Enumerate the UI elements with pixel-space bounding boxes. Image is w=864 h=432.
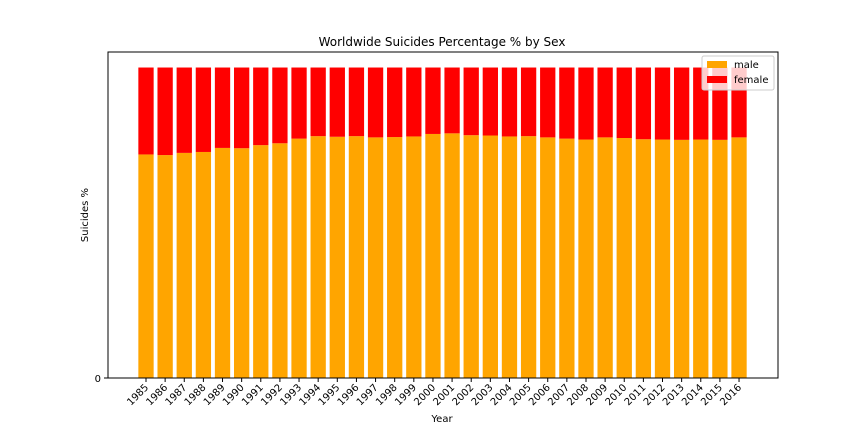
bar-male-2013 — [673, 139, 690, 378]
bar-female-1989 — [214, 67, 231, 148]
bar-male-1990 — [234, 148, 250, 378]
bar-female-2000 — [425, 67, 441, 134]
bar-male-1996 — [348, 136, 365, 378]
bar-female-1990 — [234, 67, 250, 149]
bar-male-2002 — [463, 135, 479, 378]
legend-label-female: female — [734, 75, 768, 86]
bar-female-1985 — [138, 67, 154, 155]
bar-female-2007 — [559, 67, 575, 139]
bar-male-1988 — [195, 151, 212, 378]
bar-male-2001 — [444, 133, 460, 378]
bar-male-2004 — [501, 136, 518, 378]
bar-male-2014 — [693, 139, 709, 378]
x-axis-label: Year — [430, 414, 453, 425]
bar-male-2011 — [635, 139, 652, 378]
bar-male-2010 — [616, 138, 632, 378]
bar-female-2011 — [635, 67, 652, 140]
plot-frame — [107, 51, 779, 379]
chart-title: Worldwide Suicides Percentage % by Sex — [319, 35, 566, 49]
bar-female-2008 — [578, 67, 594, 140]
bar-male-1989 — [214, 147, 231, 378]
y-axis-label: Suicides % — [80, 188, 91, 242]
bar-male-1991 — [253, 145, 269, 378]
bar-female-1993 — [291, 67, 307, 139]
bar-male-1987 — [176, 152, 192, 378]
bar-male-1998 — [387, 137, 403, 378]
bar-female-2006 — [540, 67, 556, 138]
bar-female-2009 — [597, 67, 613, 138]
legend-swatch-female — [707, 76, 727, 83]
bar-female-1997 — [367, 67, 384, 138]
bar-male-2012 — [654, 139, 671, 378]
bar-female-2012 — [654, 67, 671, 140]
bar-female-1986 — [157, 67, 173, 156]
bar-female-2010 — [616, 67, 632, 138]
x-ticks: 1985198619871988198919901991199219931994… — [125, 378, 744, 408]
legend-label-male: male — [734, 60, 759, 71]
bar-male-2000 — [425, 133, 441, 378]
bar-male-2003 — [482, 135, 498, 378]
bar-male-1995 — [329, 136, 345, 378]
bar-male-2015 — [712, 139, 728, 378]
bars-group — [138, 67, 747, 378]
bar-female-1996 — [348, 67, 365, 137]
bar-male-1985 — [138, 154, 154, 378]
bar-female-1992 — [272, 67, 288, 144]
legend-swatch-male — [707, 61, 727, 68]
bar-male-1993 — [291, 138, 307, 378]
y-tick-label-0: 0 — [95, 374, 101, 385]
bar-male-2008 — [578, 139, 594, 378]
bar-female-2004 — [501, 67, 518, 137]
bar-female-2013 — [673, 67, 690, 140]
bar-female-1991 — [253, 67, 269, 146]
bar-male-2005 — [520, 136, 537, 378]
bar-male-1997 — [367, 137, 384, 378]
bar-female-2005 — [520, 67, 537, 137]
bar-female-2002 — [463, 67, 479, 136]
bar-female-1998 — [387, 67, 403, 138]
bar-female-2003 — [482, 67, 498, 136]
bar-female-1987 — [176, 67, 192, 153]
bar-male-2016 — [731, 137, 747, 378]
bar-female-1994 — [310, 67, 326, 137]
legend: male female — [701, 55, 775, 91]
bar-male-2007 — [559, 138, 575, 378]
bar-female-1988 — [195, 67, 212, 152]
bar-male-2009 — [597, 137, 613, 378]
bar-male-1999 — [406, 136, 422, 378]
x-tick-label-2016: 2016 — [718, 382, 744, 408]
bar-female-1995 — [329, 67, 345, 137]
bar-male-2006 — [540, 137, 556, 378]
bar-female-1999 — [406, 67, 422, 137]
y-ticks: 0 — [95, 374, 108, 385]
bar-female-2001 — [444, 67, 460, 134]
bar-male-1986 — [157, 155, 173, 378]
bar-male-1992 — [272, 143, 288, 378]
bar-male-1994 — [310, 136, 326, 378]
